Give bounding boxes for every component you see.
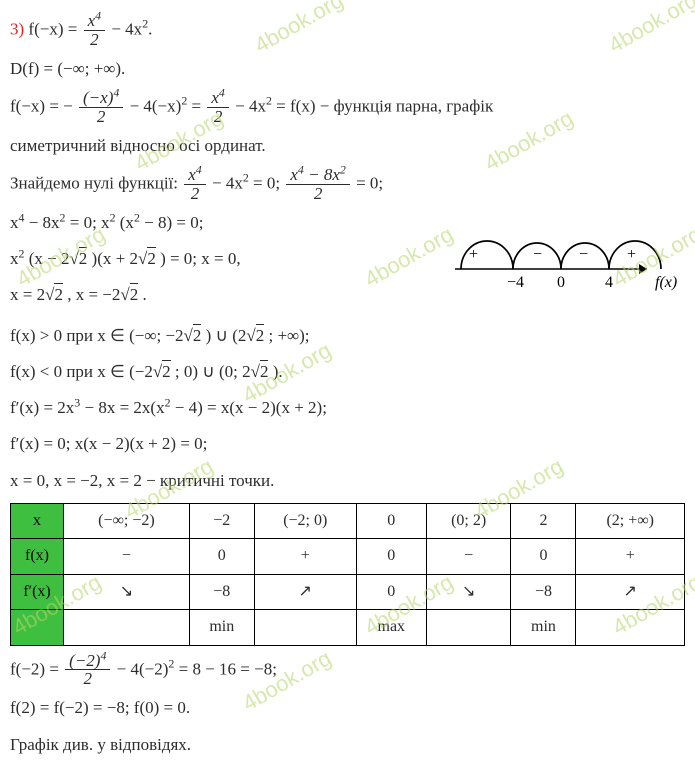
parity-line-2: симетричний відносно осі ординат. — [10, 130, 685, 162]
table-row-x: x (−∞; −2) −2 (−2; 0) 0 (0; 2) 2 (2; +∞) — [11, 504, 685, 539]
fminus2-line: f(−2) = (−2)42 − 4(−2)2 = 8 − 16 = −8; — [10, 652, 685, 689]
problem-number: 3) — [10, 19, 24, 38]
domain-line: D(f) = (−∞; +∞). — [10, 53, 685, 85]
svg-text:+: + — [469, 246, 478, 263]
sign-chart: −4 0 4 f(x) + − − + — [451, 211, 683, 299]
problem-line-1: 3) f(−x) = x42 − 4x2. — [10, 12, 685, 49]
negative-interval: f(x) < 0 при x ∈ (−2√2 ; 0) ∪ (0; 2√2 ). — [10, 356, 685, 388]
derivative-line: f′(x) = 2x3 − 8x = 2x(x2 − 4) = x(x − 2)… — [10, 392, 685, 424]
table-row-fx: f(x) − 0 + 0 − 0 + — [11, 539, 685, 574]
svg-text:0: 0 — [557, 274, 565, 291]
svg-text:4: 4 — [605, 274, 613, 291]
f2-line: f(2) = f(−2) = −8; f(0) = 0. — [10, 692, 685, 724]
table-row-ext: min max min — [11, 610, 685, 645]
svg-text:f(x): f(x) — [655, 274, 677, 291]
zeros-line: Знайдемо нулі функції: x42 − 4x2 = 0; x4… — [10, 166, 685, 203]
svg-text:+: + — [627, 246, 636, 263]
table-row-fpx: f′(x) ↘ −8 ↗ 0 ↘ −8 ↗ — [11, 574, 685, 609]
frac-x4-2: x42 — [84, 12, 106, 49]
see-graph-line: Графік див. у відповідях. — [10, 729, 685, 761]
critical-points: x = 0, x = −2, x = 2 − критичні точки. — [10, 465, 685, 497]
positive-interval: f(x) > 0 при x ∈ (−∞; −2√2 ) ∪ (2√2 ; +∞… — [10, 320, 685, 352]
monotony-table: x (−∞; −2) −2 (−2; 0) 0 (0; 2) 2 (2; +∞)… — [10, 503, 685, 646]
derivative-zero: f′(x) = 0; x(x − 2)(x + 2) = 0; — [10, 428, 685, 460]
svg-text:−4: −4 — [507, 274, 524, 291]
svg-text:−: − — [579, 246, 588, 263]
parity-line: f(−x) = − (−x)42 − 4(−x)2 = x42 − 4x2 = … — [10, 89, 685, 126]
svg-text:−: − — [533, 246, 542, 263]
